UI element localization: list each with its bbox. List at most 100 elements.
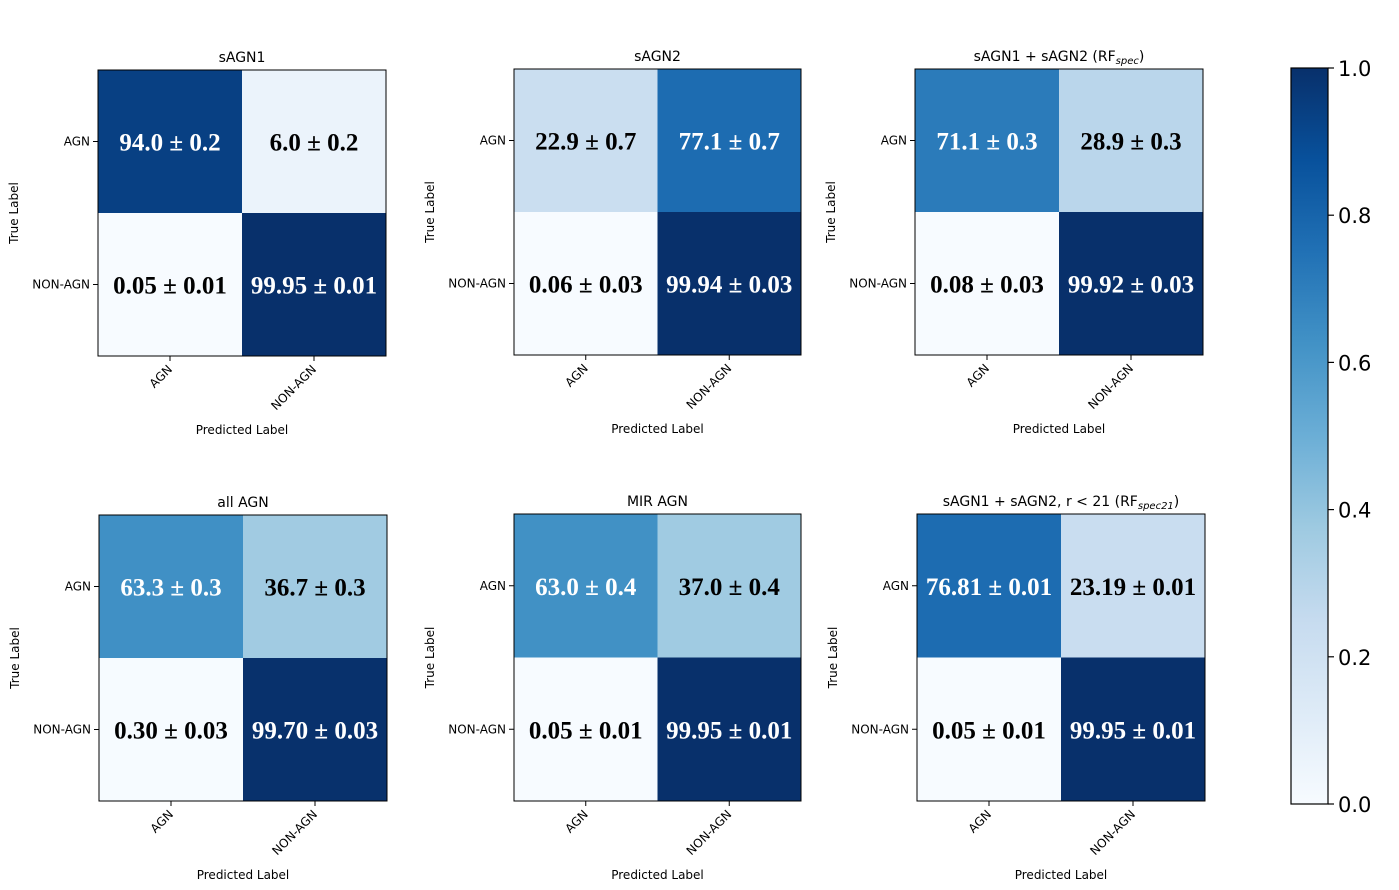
- cell-label-r0-c0: 63.0 ± 0.4: [535, 574, 637, 601]
- matrix-frame: [98, 514, 388, 802]
- cell-label-r1-c0: 0.06 ± 0.03: [529, 272, 643, 299]
- cell-label-r1-c0: 0.05 ± 0.01: [529, 717, 643, 744]
- cell-label-r0-c0: 94.0 ± 0.2: [119, 130, 220, 157]
- x-tick-label-0: AGN: [966, 807, 994, 835]
- x-tick-label-1: NON-AGN: [268, 362, 319, 413]
- colorbar-tick-label-0: 0.0: [1338, 793, 1371, 817]
- matrix-cell-r1-c1: [657, 212, 801, 355]
- panel-title: MIR AGN: [627, 494, 688, 510]
- y-axis-label: True Label: [423, 181, 437, 244]
- y-axis-label: True Label: [8, 627, 22, 690]
- matrix-cell-r1-c1: [1059, 212, 1203, 355]
- cell-label-r0-c1: 28.9 ± 0.3: [1080, 129, 1181, 156]
- cell-label-r1-c1: 99.95 ± 0.01: [1070, 717, 1196, 744]
- matrix-cell-r0-c0: [514, 69, 658, 212]
- x-tick-label-0: AGN: [964, 361, 992, 389]
- y-axis-label: True Label: [826, 627, 840, 690]
- matrix-cell-r1-c1: [657, 657, 801, 801]
- cell-label-r1-c0: 0.30 ± 0.03: [114, 718, 228, 745]
- y-tick-label-1: NON-AGN: [32, 278, 90, 292]
- cell-label-r0-c0: 76.81 ± 0.01: [926, 574, 1052, 601]
- x-axis-label: Predicted Label: [611, 868, 704, 882]
- y-tick-label-0: AGN: [881, 134, 907, 148]
- colorbar: 0.0 0.2 0.4 0.6 0.8 1.0: [1290, 57, 1371, 817]
- matrix-cell-r0-c1: [657, 69, 801, 212]
- cell-label-r1-c1: 99.92 ± 0.03: [1068, 272, 1194, 299]
- matrix-cell-r1-c0: [98, 213, 242, 356]
- matrix-cell-r0-c0: [99, 515, 243, 658]
- matrix-cell-r0-c1: [657, 514, 801, 658]
- x-tick-label-0: AGN: [562, 361, 590, 389]
- y-tick-label-1: NON-AGN: [448, 722, 506, 736]
- matrix-cell-r0-c0: [917, 514, 1061, 658]
- y-tick-label-1: NON-AGN: [448, 277, 506, 291]
- x-axis-label: Predicted Label: [1015, 868, 1108, 882]
- colorbar-gradient: [1291, 68, 1328, 804]
- matrix-cell-r1-c0: [915, 212, 1059, 355]
- x-tick-label-0: AGN: [562, 807, 590, 835]
- matrix-cell-r1-c0: [99, 658, 243, 801]
- matrix-frame: [513, 68, 802, 356]
- x-tick-label-1: NON-AGN: [1087, 807, 1138, 858]
- x-axis-label: Predicted Label: [196, 423, 289, 437]
- colorbar-tick-label-3: 0.6: [1338, 351, 1371, 375]
- cell-label-r0-c0: 22.9 ± 0.7: [535, 129, 636, 156]
- panel-2: 22.9 ± 0.7 77.1 ± 0.7 0.06 ± 0.03 99.94 ± 0…: [423, 49, 802, 436]
- cell-label-r1-c1: 99.95 ± 0.01: [251, 273, 377, 300]
- colorbar-tick-label-1: 0.2: [1338, 646, 1371, 670]
- matrix-cell-r0-c1: [1061, 514, 1205, 658]
- panel-1: 94.0 ± 0.2 6.0 ± 0.2 0.05 ± 0.01 99.95 ± 0.…: [7, 50, 387, 437]
- x-tick-label-1: NON-AGN: [684, 807, 735, 858]
- y-tick-label-1: NON-AGN: [33, 723, 91, 737]
- panel-5: 63.0 ± 0.4 37.0 ± 0.4 0.05 ± 0.01 99.95 ± 0…: [423, 494, 802, 882]
- matrix-frame: [97, 69, 387, 357]
- panel-4: 63.3 ± 0.3 36.7 ± 0.3 0.30 ± 0.03 99.70 ± 0…: [8, 495, 388, 882]
- panel-3: 71.1 ± 0.3 28.9 ± 0.3 0.08 ± 0.03 99.92 ± 0…: [824, 49, 1204, 436]
- cell-label-r1-c1: 99.95 ± 0.01: [666, 717, 792, 744]
- x-axis-label: Predicted Label: [611, 422, 704, 436]
- panels-layer: 94.0 ± 0.2 6.0 ± 0.2 0.05 ± 0.01 99.95 ± 0.…: [7, 49, 1206, 882]
- colorbar-tick-label-4: 0.8: [1338, 204, 1371, 228]
- matrix-cell-r0-c0: [514, 514, 658, 658]
- y-tick-label-0: AGN: [65, 580, 91, 594]
- panel-title: sAGN1 + sAGN2, r < 21 (RFspec21): [943, 494, 1180, 512]
- x-tick-label-1: NON-AGN: [1085, 361, 1136, 412]
- colorbar-tick-label-2: 0.4: [1338, 499, 1371, 523]
- matrix-cell-r0-c0: [915, 69, 1059, 212]
- matrix-frame: [916, 513, 1206, 802]
- matrix-cell-r0-c1: [242, 70, 386, 213]
- colorbar-frame: [1290, 67, 1329, 805]
- panel-6: 76.81 ± 0.01 23.19 ± 0.01 0.05 ± 0.01 99.95…: [826, 494, 1206, 882]
- matrix-cell-r1-c0: [514, 657, 658, 801]
- x-tick-label-0: AGN: [148, 807, 176, 835]
- matrix-cell-r0-c1: [243, 515, 387, 658]
- y-axis-label: True Label: [824, 181, 838, 244]
- y-tick-label-0: AGN: [480, 579, 506, 593]
- colorbar-tick-label-5: 1.0: [1338, 57, 1371, 81]
- x-axis-label: Predicted Label: [197, 868, 290, 882]
- matrix-cell-r1-c1: [242, 213, 386, 356]
- x-tick-label-0: AGN: [147, 362, 175, 390]
- y-tick-label-0: AGN: [480, 134, 506, 148]
- cell-label-r1-c0: 0.05 ± 0.01: [113, 273, 227, 300]
- matrix-cell-r1-c0: [917, 657, 1061, 801]
- panel-title: sAGN2: [634, 49, 681, 65]
- cell-label-r1-c0: 0.08 ± 0.03: [930, 272, 1044, 299]
- cell-label-r1-c1: 99.70 ± 0.03: [252, 718, 378, 745]
- y-axis-label: True Label: [423, 627, 437, 690]
- matrix-frame: [513, 513, 802, 802]
- y-axis-label: True Label: [7, 182, 21, 245]
- x-tick-label-1: NON-AGN: [684, 361, 735, 412]
- cell-label-r0-c1: 23.19 ± 0.01: [1070, 574, 1196, 601]
- cell-label-r0-c1: 6.0 ± 0.2: [270, 130, 359, 157]
- y-tick-label-0: AGN: [64, 135, 90, 149]
- y-tick-label-1: NON-AGN: [851, 722, 909, 736]
- matrix-cell-r1-c0: [514, 212, 658, 355]
- panel-title: sAGN1: [219, 50, 266, 66]
- y-tick-label-0: AGN: [883, 579, 909, 593]
- panel-title: sAGN1 + sAGN2 (RFspec): [974, 49, 1145, 67]
- cell-label-r0-c0: 71.1 ± 0.3: [936, 129, 1037, 156]
- cell-label-r0-c1: 77.1 ± 0.7: [679, 129, 780, 156]
- cell-label-r0-c1: 36.7 ± 0.3: [264, 575, 365, 602]
